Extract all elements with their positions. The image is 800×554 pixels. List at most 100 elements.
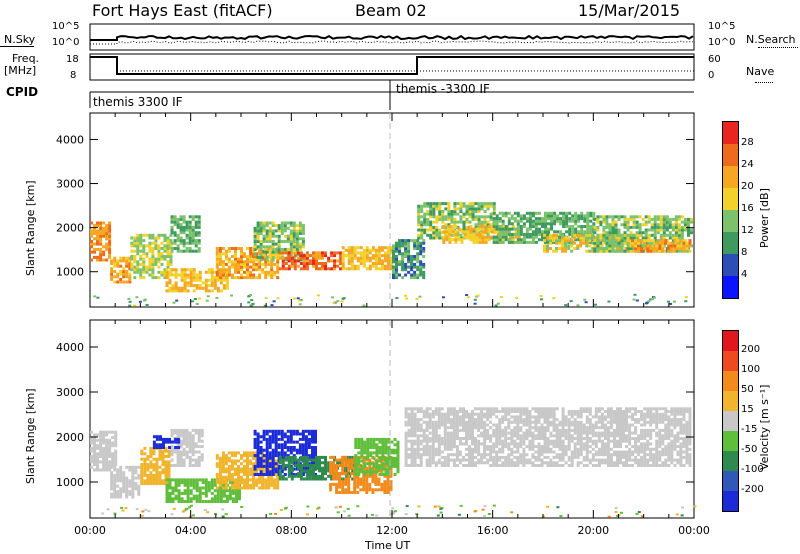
velocity-cell — [177, 481, 181, 485]
power-cell — [611, 217, 615, 221]
power-cell — [157, 236, 161, 240]
power-cell — [298, 245, 302, 249]
velocity-cell — [218, 481, 222, 485]
velocity-cell — [329, 469, 333, 473]
velocity-cell — [341, 469, 345, 473]
velocity-cell — [315, 461, 318, 465]
velocity-cell — [283, 435, 287, 439]
velocity-cell — [387, 473, 391, 476]
power-cell — [429, 225, 433, 229]
power-cell — [486, 223, 490, 227]
velocity-cell — [407, 439, 411, 443]
velocity-cell — [507, 442, 511, 446]
power-cell — [682, 241, 686, 245]
velocity-cell — [465, 442, 468, 446]
velocity-cell — [416, 434, 420, 438]
power-cell — [350, 259, 354, 263]
power-cell — [641, 231, 645, 235]
power-cell — [290, 256, 294, 260]
power-cell — [169, 239, 173, 243]
velocity-cell — [365, 480, 369, 484]
velocity-cell — [234, 459, 237, 463]
power-cell — [368, 267, 372, 271]
velocity-cell — [507, 461, 511, 465]
power-cell — [432, 202, 436, 206]
power-cell — [305, 254, 309, 258]
power-cell — [450, 212, 454, 216]
power-cell — [528, 240, 532, 244]
velocity-cell — [431, 410, 435, 413]
power-cell — [271, 245, 275, 249]
power-cell — [438, 202, 442, 206]
power-cell — [567, 247, 571, 250]
velocity-cell — [357, 437, 361, 441]
velocity-cell — [131, 484, 135, 488]
power-cell — [268, 253, 272, 257]
velocity-cell — [498, 437, 502, 440]
velocity-cell — [452, 415, 456, 419]
power-cell — [170, 220, 174, 224]
power-cell — [255, 265, 259, 269]
power-cell — [426, 223, 430, 227]
velocity-cell — [428, 455, 432, 459]
velocity-cell — [404, 461, 408, 465]
velocity-cell — [215, 473, 219, 476]
velocity-cell — [489, 439, 493, 443]
power-cell — [671, 225, 675, 229]
velocity-cell — [102, 463, 106, 467]
power-noise-cell — [415, 298, 419, 300]
power-cell — [216, 286, 220, 290]
velocity-cell — [407, 428, 411, 432]
power-cell — [407, 260, 411, 264]
power-cell — [188, 247, 192, 250]
power-cell — [207, 284, 211, 288]
velocity-cell — [274, 429, 278, 433]
power-cell — [243, 265, 246, 269]
velocity-cell — [338, 472, 342, 476]
velocity-cell — [259, 464, 263, 468]
power-cell — [477, 210, 481, 213]
power-cell — [289, 224, 293, 228]
velocity-cell — [428, 445, 432, 449]
power-cell — [568, 211, 572, 215]
velocity-cell — [176, 453, 180, 457]
velocity-cell — [410, 431, 414, 435]
power-cell — [255, 268, 259, 272]
velocity-cell — [522, 453, 526, 457]
power-cell — [191, 215, 195, 219]
power-cell — [240, 252, 243, 256]
velocity-cell — [122, 473, 126, 477]
velocity-cell — [311, 446, 314, 449]
velocity-cell — [519, 461, 523, 465]
velocity-cell — [413, 428, 417, 432]
velocity-cell — [271, 462, 275, 466]
power-cell — [626, 217, 630, 221]
power-cell — [133, 268, 137, 272]
velocity-cell — [356, 485, 360, 489]
velocity-cell — [366, 454, 370, 458]
velocity-cell — [483, 461, 487, 465]
velocity-cell — [504, 445, 508, 449]
velocity-cell — [480, 453, 484, 457]
velocity-cell — [174, 494, 178, 498]
power-cell — [301, 232, 305, 235]
power-cell — [176, 233, 180, 237]
velocity-cell — [201, 478, 205, 482]
power-cell — [614, 225, 618, 229]
velocity-cell — [292, 473, 296, 476]
velocity-cell — [119, 487, 123, 491]
power-cell — [435, 204, 439, 208]
power-cell — [395, 257, 398, 261]
velocity-cell — [465, 428, 468, 432]
velocity-cell — [381, 467, 385, 471]
power-cell — [460, 230, 464, 234]
velocity-cell — [90, 436, 93, 440]
velocity-cell — [264, 481, 268, 485]
nsky-tick-bottom: 10^0 — [52, 37, 80, 48]
power-cell — [559, 232, 563, 236]
velocity-cell — [215, 478, 219, 482]
velocity-cell — [207, 483, 211, 487]
power-noise-cell — [138, 300, 142, 303]
velocity-cell — [149, 473, 153, 477]
velocity-cell — [215, 464, 219, 468]
